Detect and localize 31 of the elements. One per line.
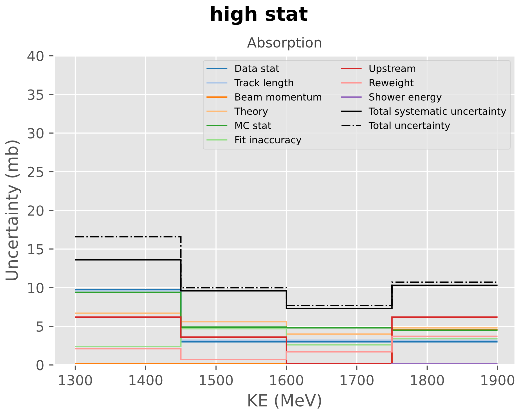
legend-label: Data stat [236,65,280,72]
x-tick-label: 1400 [130,375,163,386]
y-axis-title: Uncertainty (mb) [5,140,22,280]
y-tick-label: 40 [28,50,44,62]
legend-label: Beam momentum [236,94,322,101]
legend-label: Reweight [370,79,414,88]
legend-label: Upstream [370,65,416,74]
x-tick-label: 1300 [59,375,92,386]
y-tick-label: 5 [36,322,44,332]
y-tick-label: 20 [28,206,44,216]
legend-label: Theory [234,108,268,117]
legend-label: Total systematic uncertainty [368,108,506,117]
x-tick-label: 1800 [411,375,444,386]
x-axis-title: KE (MeV) [248,394,322,409]
y-tick-label: 30 [28,128,44,139]
legend-label: Shower energy [370,93,442,103]
y-tick-label: 15 [28,244,44,255]
y-tick-label: 0 [36,360,44,371]
legend-label: MC stat [236,122,272,130]
y-tick-label: 35 [28,90,44,100]
legend-label: Total uncertainty [368,122,450,132]
x-tick-label: 1700 [340,375,374,386]
x-tick-label: 1900 [482,375,515,386]
legend-label: Fit inaccuracy [236,136,302,146]
chart-subtitle: Absorption [247,37,322,51]
x-tick-label: 1600 [270,375,304,386]
legend-label: Track length [234,79,294,88]
y-tick-label: 25 [28,166,44,178]
x-tick-label: 1500 [200,375,234,386]
y-tick-label: 10 [28,282,44,294]
chart-title: high stat [211,6,308,26]
